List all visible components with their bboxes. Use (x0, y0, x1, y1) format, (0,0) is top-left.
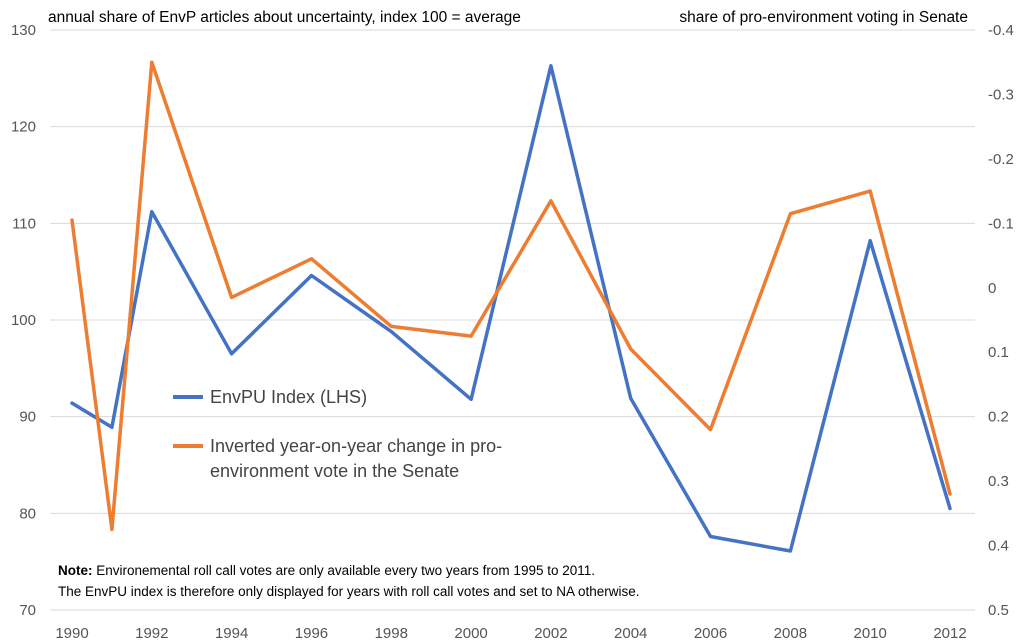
envpu-point (110, 425, 114, 429)
right-axis-ticks: 0.5 0.4 0.3 0.2 0.1 0 -0.1 -0.2 -0.3 -0.4 (988, 22, 1014, 619)
senate-vote-point (389, 324, 393, 328)
left-tick-label: 100 (11, 312, 36, 329)
senate-vote-point (110, 527, 114, 531)
note-line-1: Note: Environemental roll call votes are… (58, 563, 595, 578)
right-tick-label: -0.3 (988, 86, 1014, 103)
right-tick-label: -0.1 (988, 215, 1014, 232)
legend-label-vote-line-2: environment vote in the Senate (210, 461, 459, 481)
left-axis-title: annual share of EnvP articles about unce… (48, 9, 521, 26)
senate-vote-point (230, 295, 234, 299)
left-tick-label: 70 (19, 602, 36, 619)
envpu-point (629, 396, 633, 400)
left-tick-label: 130 (11, 22, 36, 39)
x-tick-label: 2006 (694, 625, 727, 642)
gridlines (50, 29, 975, 611)
x-axis-ticks: 1990 1992 1994 1996 1998 2000 2002 2004 2006 2008… (55, 625, 966, 642)
right-tick-label: -0.4 (988, 22, 1014, 39)
x-tick-label: 1990 (55, 625, 88, 642)
envpu-point (389, 330, 393, 334)
envpu-point (309, 274, 313, 278)
senate-vote-point (629, 347, 633, 351)
x-tick-label: 2000 (454, 625, 487, 642)
senate-vote-point (868, 189, 872, 193)
senate-vote-point (788, 212, 792, 216)
legend-label-vote: Inverted year-on-year change in pro-envi… (210, 436, 502, 481)
right-tick-label: 0.1 (988, 344, 1009, 361)
x-tick-label: 2008 (774, 625, 807, 642)
senate-vote-point (948, 492, 952, 496)
envpu-point (469, 397, 473, 401)
left-tick-label: 110 (12, 215, 36, 232)
right-tick-label: -0.2 (988, 151, 1014, 168)
note-line-1-text: Environemental roll call votes are only … (93, 563, 596, 578)
series-line-senate-vote (70, 60, 952, 532)
envpu-point (70, 401, 74, 405)
senate-vote-point (309, 257, 313, 261)
x-tick-label: 1992 (135, 625, 168, 642)
envpu-point (150, 210, 154, 214)
envpu-point (868, 239, 872, 243)
senate-vote-point (469, 334, 473, 338)
envpu-point (948, 507, 952, 510)
legend-label-envpu: EnvPU Index (LHS) (210, 387, 367, 407)
envpu-point (709, 535, 713, 539)
right-axis-title: share of pro-environment voting in Senat… (679, 9, 968, 26)
x-tick-label: 1998 (375, 625, 408, 642)
x-tick-label: 1994 (215, 625, 248, 642)
senate-vote-point (549, 199, 553, 203)
right-tick-label: 0 (988, 280, 996, 297)
envpu-point (549, 64, 553, 68)
x-tick-label: 1996 (295, 625, 328, 642)
left-axis-ticks: 70 80 90 100 110 120 130 (11, 22, 36, 619)
x-tick-label: 2012 (933, 625, 966, 642)
series-lines (70, 60, 952, 553)
left-tick-label: 120 (11, 119, 36, 136)
right-tick-label: 0.5 (988, 602, 1009, 619)
x-tick-label: 2010 (853, 625, 886, 642)
senate-vote-point (70, 218, 74, 222)
senate-vote-point (709, 428, 713, 432)
right-tick-label: 0.4 (988, 538, 1009, 555)
legend: EnvPU Index (LHS) Inverted year-on-year … (173, 387, 502, 481)
note-label: Note: (58, 563, 93, 578)
right-tick-label: 0.2 (988, 409, 1009, 426)
envpu-point (788, 549, 792, 553)
note-line-2: The EnvPU index is therefore only displa… (58, 584, 640, 599)
legend-label-vote-line-1: Inverted year-on-year change in pro- (210, 436, 502, 456)
senate-vote-point (150, 60, 154, 64)
right-tick-label: 0.3 (988, 473, 1009, 490)
envpu-point (230, 352, 234, 356)
left-tick-label: 90 (19, 409, 36, 426)
x-tick-label: 2002 (534, 625, 567, 642)
note: Note: Environemental roll call votes are… (58, 563, 640, 599)
series-line-envpu (70, 64, 952, 553)
left-tick-label: 80 (19, 505, 36, 522)
x-tick-label: 2004 (614, 625, 647, 642)
